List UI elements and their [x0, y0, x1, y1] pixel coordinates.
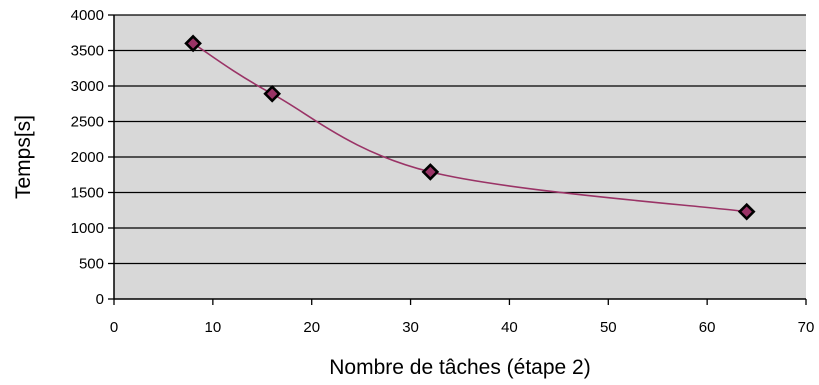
- x-tick-label-1: 10: [205, 319, 222, 336]
- series-group: [184, 34, 756, 221]
- x-tick-label-0: 0: [110, 319, 118, 336]
- data-point-0-0: [184, 34, 202, 53]
- x-tick-label-6: 60: [699, 319, 716, 336]
- x-tick-label-2: 20: [303, 319, 320, 336]
- y-tick-label-7: 3500: [71, 43, 104, 60]
- y-tick-label-0: 0: [96, 291, 104, 308]
- series-line-0: [192, 42, 747, 213]
- y-axis-ticks: 0 500 1000 1500 2000 2500 3000 3500 4000: [71, 7, 114, 308]
- y-tick-label-6: 3000: [71, 78, 104, 95]
- y-tick-label-8: 4000: [71, 7, 104, 24]
- x-tick-label-3: 30: [402, 319, 419, 336]
- x-tick-label-5: 50: [600, 319, 617, 336]
- y-tick-label-4: 2000: [71, 149, 104, 166]
- data-point-0-2: [421, 163, 440, 181]
- data-point-0-1: [263, 84, 282, 103]
- x-tick-label-4: 40: [501, 319, 518, 336]
- y-axis-title: Temps[s]: [12, 115, 35, 199]
- x-tick-label-7: 70: [798, 319, 815, 336]
- data-point-0-3: [737, 202, 756, 221]
- grid-lines: [114, 14, 806, 265]
- y-tick-label-2: 1000: [71, 220, 104, 237]
- y-tick-label-3: 1500: [71, 185, 104, 202]
- x-axis-ticks: 0 10 20 30 40 50 60 70: [110, 299, 815, 336]
- y-tick-label-1: 500: [79, 256, 104, 273]
- x-axis-title: Nombre de tâches (étape 2): [329, 356, 590, 379]
- y-tick-label-5: 2500: [71, 114, 104, 131]
